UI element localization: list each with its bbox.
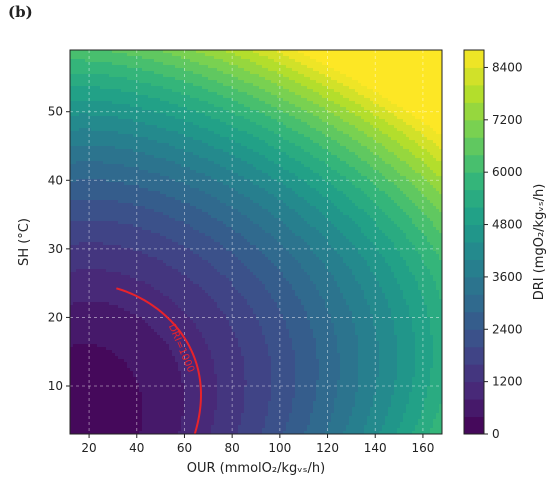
colorbar-band [464, 294, 484, 313]
grid-lines [70, 50, 442, 434]
x-tick-label: 140 [364, 441, 387, 455]
colorbar-band [464, 364, 484, 383]
colorbar-band [464, 224, 484, 243]
x-tick-label: 40 [129, 441, 144, 455]
colorbar-band [464, 189, 484, 208]
panel-label: (b) [8, 3, 33, 21]
x-tick-label: 120 [316, 441, 339, 455]
y-tick-label: 40 [48, 173, 63, 187]
colorbar-band [464, 242, 484, 260]
y-tick-label: 30 [48, 242, 63, 256]
colorbar-band [464, 119, 484, 138]
x-tick-label: 100 [268, 441, 291, 455]
colorbar-band [464, 399, 484, 418]
x-axis-label: OUR (mmolO₂/kgᵥₛ/h) [187, 461, 325, 476]
colorbar-band [464, 154, 484, 173]
contour-field [70, 50, 442, 434]
colorbar-frame [463, 49, 485, 435]
plot-frame [69, 49, 443, 435]
colorbar-tick-label: 1200 [492, 375, 523, 389]
colorbar-label: DRI (mgO₂/kgᵥₛ/h) [532, 184, 547, 301]
colorbar [463, 49, 485, 435]
y-tick-label: 10 [48, 379, 63, 393]
colorbar-band [464, 311, 484, 330]
colorbar-tick-label: 6000 [492, 165, 523, 179]
colorbar-band [464, 276, 484, 295]
colorbar-band [464, 207, 484, 226]
contour-line-1000 [116, 287, 202, 434]
x-tick-label: 160 [411, 441, 434, 455]
colorbar-band [464, 172, 484, 191]
colorbar-band [464, 102, 484, 121]
y-axis-label: SH (°C) [17, 218, 32, 266]
colorbar-band [464, 346, 484, 365]
colorbar-tick-label: 0 [492, 427, 500, 441]
colorbar-tick-label: 2400 [492, 322, 523, 336]
x-tick-label: 20 [81, 441, 96, 455]
colorbar-tick-label: 4800 [492, 218, 523, 232]
y-tick-label: 20 [48, 310, 63, 324]
colorbar-tick-label: 8400 [492, 60, 523, 74]
colorbar-band [464, 84, 484, 103]
colorbar-tick-label: 3600 [492, 270, 523, 284]
colorbar-tick-label: 7200 [492, 113, 523, 127]
colorbar-band [464, 259, 484, 278]
colorbar-band [464, 137, 484, 156]
y-tick-label: 50 [48, 105, 63, 119]
y-axis-ticks: 10 20 30 40 50 [48, 105, 70, 393]
colorbar-band [464, 50, 484, 68]
x-tick-label: 80 [225, 441, 240, 455]
colorbar-band [464, 381, 484, 400]
colorbar-ticks: 0 1200 2400 3600 4800 6000 7200 8400 [484, 60, 523, 441]
colorbar-band [464, 329, 484, 348]
colorbar-band [464, 67, 484, 86]
x-axis-ticks: 20 40 60 80 100 120 140 160 [81, 434, 434, 455]
colorbar-band [464, 416, 484, 435]
x-tick-label: 60 [177, 441, 192, 455]
